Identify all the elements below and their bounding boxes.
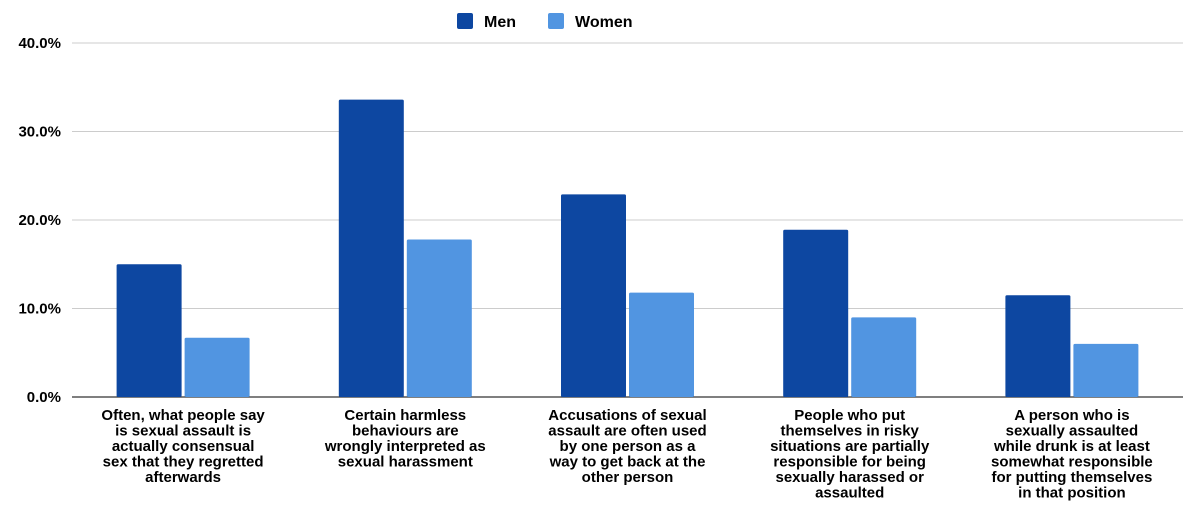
y-tick-label: 40.0% [18, 35, 61, 52]
x-category-label-line: A person who is [1014, 407, 1129, 424]
x-category-label-line: responsible for being [773, 454, 926, 471]
x-category-label-line: other person [582, 469, 674, 486]
bar-men-5[interactable] [1005, 295, 1071, 397]
x-category-label: A person who is sexually assaulted while d… [991, 407, 1153, 502]
x-category-label-line: Often, what people say [101, 407, 265, 424]
y-tick-label: 0.0% [27, 389, 61, 406]
x-category-label-line: way to get back at the [549, 454, 706, 471]
x-category-label: People who put themselves in risky situati… [770, 407, 930, 502]
legend: Men Women [457, 13, 632, 31]
y-axis-tick-labels: 0.0% 10.0% 20.0% 30.0% 40.0% [18, 35, 61, 406]
bar-women-2[interactable] [406, 239, 472, 397]
x-category-label-line: while drunk is at least [993, 438, 1150, 455]
bar-men-4[interactable] [783, 229, 849, 397]
x-category-label-line: sexually assaulted [1006, 423, 1139, 440]
x-category-label-line: Accusations of sexual [548, 407, 706, 424]
x-category-label-line: sexually harassed or [775, 469, 924, 486]
x-category-label: Accusations of sexual assault are often u… [548, 407, 706, 486]
bar-men-3[interactable] [561, 194, 626, 397]
x-category-label-line: behaviours are [352, 423, 459, 440]
bar-women-1[interactable] [184, 337, 250, 397]
x-category-label-line: assaulted [815, 485, 884, 502]
x-category-label-line: is sexual assault is [115, 423, 251, 440]
x-category-label: Often, what people say is sexual assault … [101, 407, 265, 486]
bar-men-1[interactable] [116, 264, 182, 397]
gridlines [72, 42, 1183, 398]
x-category-label-line: actually consensual [112, 438, 255, 455]
x-category-label: Certain harmless behaviours are wrongly in… [324, 407, 486, 471]
bar-women-3[interactable] [629, 292, 694, 397]
x-category-label-line: in that position [1018, 485, 1125, 502]
bars [116, 99, 1139, 397]
legend-swatch-women [548, 13, 564, 29]
x-axis-category-labels: Often, what people say is sexual assault … [101, 407, 1152, 502]
x-category-label-line: situations are partially [770, 438, 930, 455]
legend-swatch-men [457, 13, 473, 29]
bar-men-2[interactable] [338, 99, 404, 397]
legend-label-women: Women [575, 14, 632, 31]
y-tick-label: 20.0% [18, 212, 61, 229]
x-category-label-line: sex that they regretted [103, 454, 264, 471]
x-category-label-line: afterwards [145, 469, 221, 486]
y-tick-label: 10.0% [18, 301, 61, 318]
bar-women-5[interactable] [1073, 343, 1139, 397]
x-category-label-line: sexual harassment [338, 454, 473, 471]
x-category-label-line: People who put [794, 407, 905, 424]
x-category-label-line: assault are often used [548, 423, 706, 440]
y-tick-label: 30.0% [18, 124, 61, 141]
x-category-label-line: Certain harmless [344, 407, 466, 424]
x-category-label-line: by one person as a [560, 438, 697, 455]
legend-label-men: Men [484, 14, 516, 31]
x-category-label-line: wrongly interpreted as [324, 438, 486, 455]
x-category-label-line: themselves in risky [780, 423, 919, 440]
bar-women-4[interactable] [851, 317, 917, 397]
x-category-label-line: for putting themselves [991, 469, 1152, 486]
x-category-label-line: somewhat responsible [991, 454, 1153, 471]
